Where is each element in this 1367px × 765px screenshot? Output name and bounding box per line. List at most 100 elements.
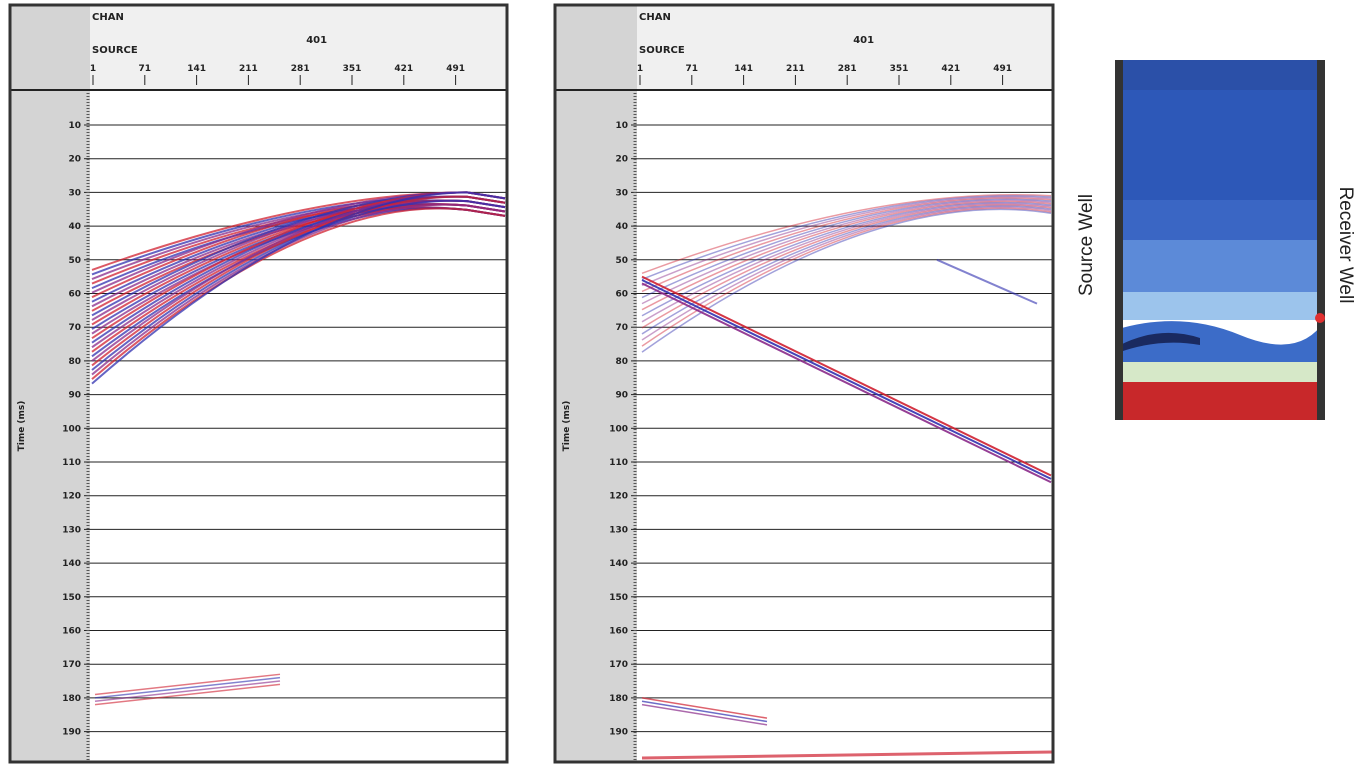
event-trace [641,193,1052,274]
y-tick-label: 180 [609,694,628,704]
event-trace [641,201,1052,317]
x-tick-label: 421 [941,64,960,74]
header [90,5,507,90]
y-tick-label: 180 [62,694,81,704]
chan-label: CHAN [92,12,124,23]
y-tick-label: 190 [62,728,81,738]
event-trace [641,207,1052,347]
event-trace [641,282,1052,484]
event-trace [641,199,1052,305]
y-tick-label: 160 [609,627,628,637]
event-trace [94,673,281,696]
event-trace [936,258,1038,305]
y-tick-label: 30 [68,188,81,198]
y-tick-label: 170 [62,660,81,670]
y-tick-label: 150 [609,593,628,603]
chan-label: CHAN [639,12,671,23]
panel-border [8,3,509,764]
y-tick-label: 120 [62,492,81,502]
y-tick-label: 130 [609,525,628,535]
y-tick-label: 110 [609,458,628,468]
event-trace [641,195,1052,281]
receiver-well-label: Receiver Well [1335,187,1356,304]
y-tick-label: 100 [609,424,628,434]
event-trace [94,680,281,703]
gather-panel: 10 20 30 40 50 60 70 80 90 100 110 120 130 140 150 160 1… [8,3,509,764]
event-trace [641,200,1052,311]
event-trace [641,697,768,719]
y-axis-label: Time (ms) [562,401,572,452]
y-tick-label: 90 [68,391,81,401]
x-tick-label: 351 [890,64,909,74]
event-trace [91,195,506,367]
event-trace [94,676,281,699]
x-tick-label: 141 [734,64,753,74]
y-tick-label: 40 [615,222,628,232]
y-tick-label: 10 [615,121,628,131]
y-tick-label: 150 [62,593,81,603]
y-tick-label: 90 [615,391,628,401]
panel-border [553,3,1055,764]
x-tick-label: 71 [139,64,152,74]
x-tick-label: 281 [291,64,310,74]
y-tick-label: 70 [68,323,81,333]
x-tick-label: 491 [446,64,465,74]
y-tick-label: 70 [615,323,628,333]
y-tick-label: 60 [68,290,81,300]
event-trace [641,205,1052,335]
seismic-events [641,193,1054,760]
event-trace [641,275,1052,477]
y-tick-label: 30 [615,188,628,198]
y-tick-label: 100 [62,424,81,434]
x-tick-label: 491 [993,64,1012,74]
x-tick-label: 281 [838,64,857,74]
event-trace [91,203,506,376]
event-trace [641,703,768,726]
y-tick-label: 50 [68,256,81,266]
event-trace [641,196,1052,287]
plot-area [90,90,507,762]
x-tick-label: 141 [187,64,206,74]
gather-panel: 10 20 30 40 50 60 70 80 90 100 110 120 130 140 150 160 1… [553,3,1055,764]
header [637,5,1053,90]
source-well-label: Source Well [1076,194,1097,296]
y-tick-label: 10 [68,121,81,131]
axis-column [555,5,637,762]
event-trace [641,198,1052,299]
y-tick-label: 20 [68,155,81,165]
x-tick-label: 71 [686,64,699,74]
y-tick-label: 120 [609,492,628,502]
y-tick-label: 80 [68,357,81,367]
event-trace [641,279,1052,480]
x-tick-label: 211 [786,64,805,74]
axis-column [10,5,90,762]
event-trace [641,204,1052,329]
chan-value: 401 [853,35,874,46]
y-tick-label: 160 [62,627,81,637]
y-axis-label: Time (ms) [17,401,27,452]
event-trace [641,700,768,723]
x-tick-label: 1 [637,64,643,74]
x-tick-label: 351 [343,64,362,74]
y-tick-label: 190 [609,728,628,738]
event-trace [94,683,281,706]
velocity-model: Source Well Receiver Well [1076,60,1356,420]
event-trace [641,206,1052,341]
y-tick-label: 170 [609,660,628,670]
y-tick-label: 110 [62,458,81,468]
event-trace [641,197,1052,293]
x-tick-label: 1 [90,64,96,74]
event-trace [91,191,506,385]
event-trace [641,203,1052,323]
seismic-events [91,191,506,706]
y-tick-label: 50 [615,256,628,266]
y-tick-label: 140 [609,559,628,569]
event-trace [91,207,506,380]
event-trace [641,750,1054,760]
y-tick-label: 80 [615,357,628,367]
plot-area [637,90,1053,762]
y-tick-label: 20 [615,155,628,165]
y-tick-label: 130 [62,525,81,535]
y-tick-label: 60 [615,290,628,300]
